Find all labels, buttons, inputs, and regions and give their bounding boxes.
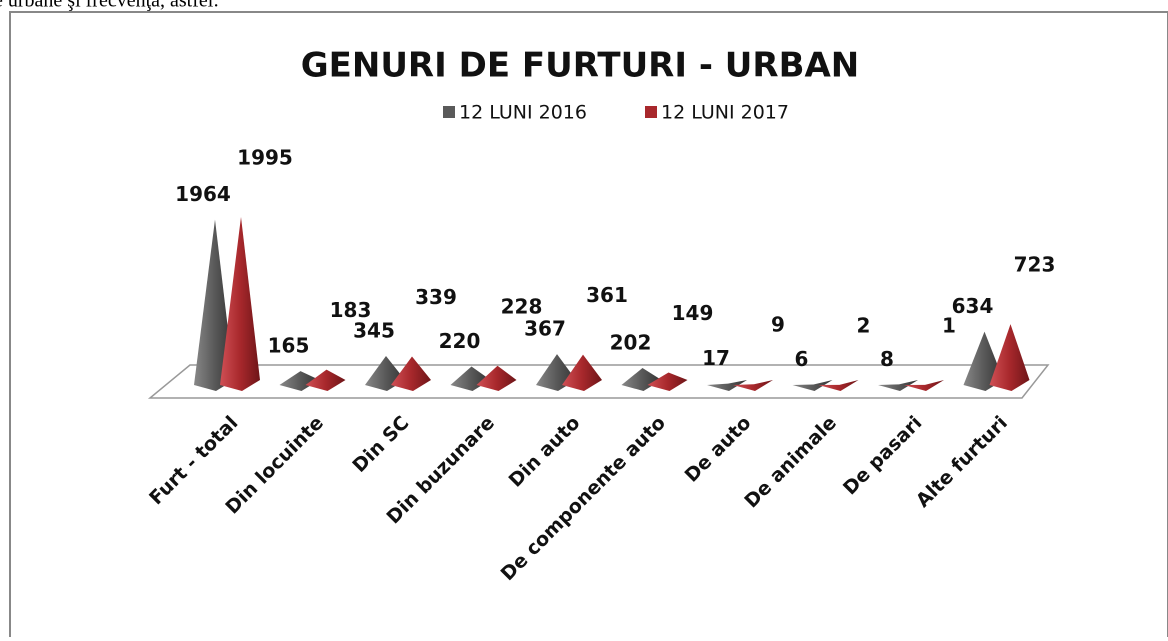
value-label: 723 [1014,253,1056,277]
value-label: 9 [771,313,785,337]
legend-label: 12 LUNI 2016 [459,102,587,124]
pyramid [305,369,346,391]
pyramid [904,380,944,391]
pyramid [989,324,1030,391]
value-label: 634 [952,294,994,318]
page-text: e urbane şi frecvenţa, astfel: [0,0,219,12]
value-label: 2 [857,313,871,337]
pyramid [194,219,234,391]
value-label: 8 [880,347,894,371]
value-label: 361 [586,283,628,307]
pyramid [878,380,918,391]
value-label: 228 [501,294,543,318]
legend-swatch [443,106,455,118]
pyramid [476,365,517,391]
pyramid [707,380,747,391]
legend-label: 12 LUNI 2017 [661,102,789,124]
value-label: 1 [942,313,956,337]
value-label: 1995 [237,146,293,170]
value-label: 165 [268,334,310,358]
pyramid [562,354,602,391]
pyramid [818,380,859,391]
chart-title: GENURI DE FURTURI - URBAN [301,46,860,86]
pyramid [220,217,260,391]
value-label: 149 [672,301,714,325]
value-label: 202 [610,330,652,354]
pyramid [647,372,688,391]
value-label: 17 [702,346,730,370]
value-label: 220 [439,329,481,353]
pyramid [733,380,773,391]
value-label: 339 [415,285,457,309]
pyramid [391,356,431,391]
value-label: 345 [353,318,395,342]
pyramid [792,380,833,391]
value-label: 183 [330,298,372,322]
chart-border [9,11,1168,641]
value-label: 1964 [175,182,231,206]
value-label: 367 [524,317,566,341]
legend-swatch [645,106,657,118]
value-label: 6 [795,347,809,371]
